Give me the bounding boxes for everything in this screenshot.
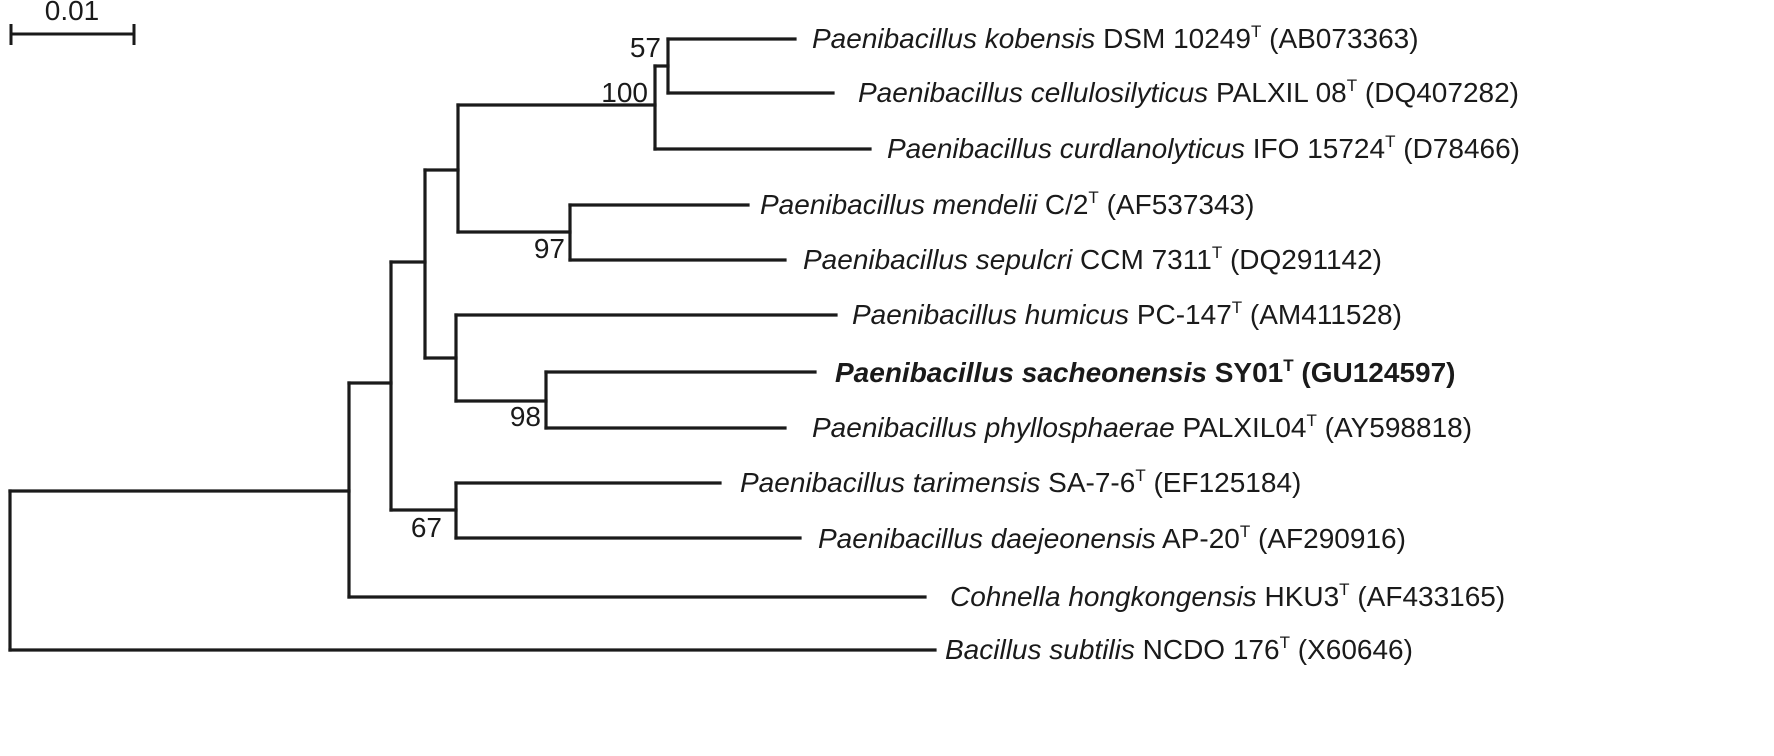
type-strain-mark: T xyxy=(1307,411,1317,430)
taxon-accession: (X60646) xyxy=(1290,634,1413,665)
taxon-genus: Paenibacillus xyxy=(852,299,1017,330)
taxon-species: cellulosilyticus xyxy=(1031,77,1208,108)
type-strain-mark: T xyxy=(1251,22,1261,41)
taxon-accession: (AF290916) xyxy=(1250,523,1406,554)
bootstrap-value: 57 xyxy=(630,32,661,63)
taxon-genus: Paenibacillus xyxy=(858,77,1023,108)
taxon-species: phyllosphaerae xyxy=(984,412,1175,443)
taxon-accession: (DQ291142) xyxy=(1222,244,1382,275)
taxon-strain: PC-147 xyxy=(1137,299,1232,330)
taxon-genus: Paenibacillus xyxy=(818,523,983,554)
taxon-strain: HKU3 xyxy=(1264,581,1339,612)
type-strain-mark: T xyxy=(1240,522,1250,541)
taxon-accession: (AF537343) xyxy=(1099,189,1255,220)
taxon-accession: (DQ407282) xyxy=(1357,77,1519,108)
type-strain-mark: T xyxy=(1385,132,1395,151)
taxon-species: curdlanolyticus xyxy=(1060,133,1245,164)
taxon-genus: Paenibacillus xyxy=(803,244,968,275)
type-strain-mark: T xyxy=(1280,633,1290,652)
taxon-strain: IFO 15724 xyxy=(1253,133,1385,164)
taxon-species: subtilis xyxy=(1049,634,1135,665)
taxon-species: hongkongensis xyxy=(1068,581,1256,612)
taxon-strain: AP-20 xyxy=(1162,523,1240,554)
bootstrap-value: 98 xyxy=(510,401,541,432)
type-strain-mark: T xyxy=(1283,356,1294,375)
tree-branches xyxy=(8,37,937,652)
taxon-label: Paenibacillus sepulcri CCM 7311T (DQ2911… xyxy=(803,243,1382,275)
taxon-genus: Bacillus xyxy=(945,634,1041,665)
taxon-species: daejeonensis xyxy=(991,523,1156,554)
taxon-species: tarimensis xyxy=(913,467,1041,498)
taxon-label: Paenibacillus cellulosilyticus PALXIL 08… xyxy=(858,76,1519,108)
bootstrap-value: 97 xyxy=(534,233,565,264)
taxon-label: Paenibacillus phyllosphaerae PALXIL04T (… xyxy=(812,411,1472,443)
taxon-accession: (GU124597) xyxy=(1294,357,1456,388)
taxon-strain: C/2 xyxy=(1045,189,1089,220)
bootstrap-value: 67 xyxy=(411,512,442,543)
taxon-genus: Paenibacillus xyxy=(812,23,977,54)
type-strain-mark: T xyxy=(1339,580,1349,599)
taxon-strain: SY01 xyxy=(1215,357,1284,388)
taxon-label: Bacillus subtilis NCDO 176T (X60646) xyxy=(945,633,1413,665)
type-strain-mark: T xyxy=(1212,243,1222,262)
bootstrap-value: 100 xyxy=(601,77,648,108)
type-strain-mark: T xyxy=(1135,466,1145,485)
taxon-label: Paenibacillus curdlanolyticus IFO 15724T… xyxy=(887,132,1520,164)
taxon-strain: DSM 10249 xyxy=(1103,23,1251,54)
taxon-genus: Cohnella xyxy=(950,581,1061,612)
taxon-accession: (D78466) xyxy=(1395,133,1520,164)
taxon-label: Paenibacillus humicus PC-147T (AM411528) xyxy=(852,298,1402,330)
scale-bar: 0.01 xyxy=(9,0,136,45)
taxon-strain: PALXIL04 xyxy=(1182,412,1306,443)
taxon-species: kobensis xyxy=(985,23,1096,54)
taxon-species: mendelii xyxy=(933,189,1038,220)
taxon-label: Paenibacillus sacheonensis SY01T (GU1245… xyxy=(835,356,1456,388)
taxon-genus: Paenibacillus xyxy=(812,412,977,443)
taxon-genus: Paenibacillus xyxy=(740,467,905,498)
type-strain-mark: T xyxy=(1088,188,1098,207)
taxon-label: Paenibacillus tarimensis SA-7-6T (EF1251… xyxy=(740,466,1301,498)
type-strain-mark: T xyxy=(1347,76,1357,95)
taxon-species: sacheonensis xyxy=(1022,357,1207,388)
taxon-label: Paenibacillus daejeonensis AP-20T (AF290… xyxy=(818,522,1406,554)
taxon-accession: (AF433165) xyxy=(1350,581,1506,612)
taxon-accession: (AM411528) xyxy=(1242,299,1402,330)
bootstrap-values: 57 100 97 98 67 xyxy=(411,32,661,543)
leaf-labels: Paenibacillus kobensis DSM 10249T (AB073… xyxy=(740,22,1520,665)
taxon-species: sepulcri xyxy=(976,244,1073,275)
type-strain-mark: T xyxy=(1232,298,1242,317)
taxon-genus: Paenibacillus xyxy=(887,133,1052,164)
taxon-strain: PALXIL 08 xyxy=(1216,77,1347,108)
scale-bar-label: 0.01 xyxy=(45,0,100,26)
taxon-strain: NCDO 176 xyxy=(1143,634,1280,665)
taxon-strain: SA-7-6 xyxy=(1048,467,1135,498)
taxon-label: Paenibacillus mendelii C/2T (AF537343) xyxy=(760,188,1254,220)
taxon-accession: (AB073363) xyxy=(1261,23,1418,54)
taxon-accession: (AY598818) xyxy=(1317,412,1472,443)
taxon-label: Paenibacillus kobensis DSM 10249T (AB073… xyxy=(812,22,1419,54)
taxon-genus: Paenibacillus xyxy=(835,357,1014,388)
taxon-species: humicus xyxy=(1025,299,1129,330)
taxon-genus: Paenibacillus xyxy=(760,189,925,220)
taxon-label: Cohnella hongkongensis HKU3T (AF433165) xyxy=(950,580,1505,612)
taxon-strain: CCM 7311 xyxy=(1080,244,1212,275)
taxon-accession: (EF125184) xyxy=(1146,467,1302,498)
